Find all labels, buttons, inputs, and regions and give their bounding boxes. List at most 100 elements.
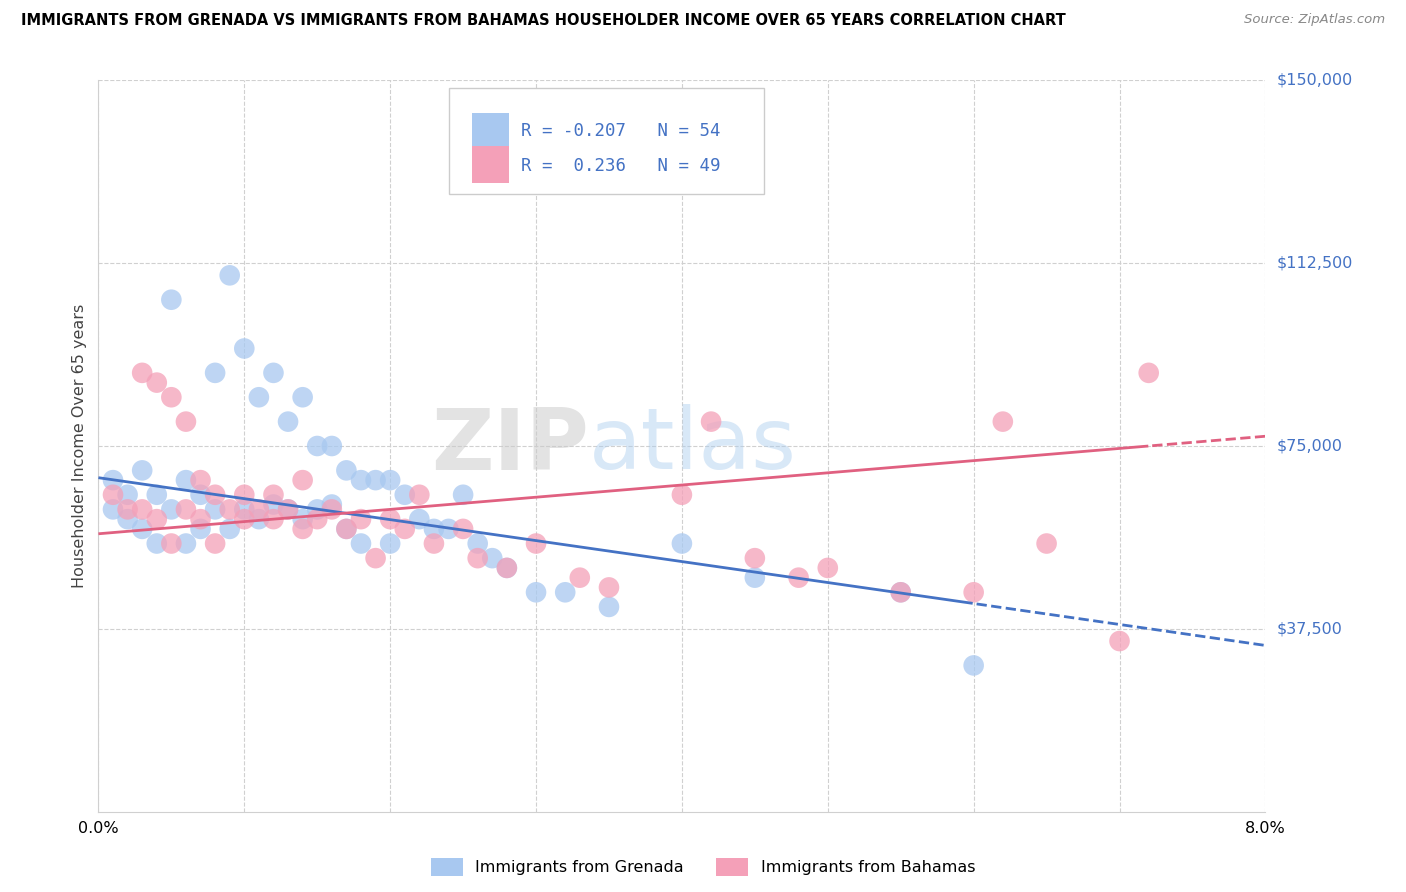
Point — [218, 268, 240, 283]
Text: R = -0.207   N = 54: R = -0.207 N = 54 — [520, 122, 720, 140]
Point — [247, 390, 270, 404]
Point — [233, 512, 256, 526]
Point — [190, 522, 212, 536]
Y-axis label: Householder Income Over 65 years: Householder Income Over 65 years — [72, 304, 87, 588]
FancyBboxPatch shape — [449, 87, 763, 194]
Point — [394, 522, 416, 536]
Point — [671, 536, 693, 550]
Point — [190, 473, 212, 487]
Point — [467, 551, 489, 566]
Point — [364, 473, 387, 487]
Point — [190, 512, 212, 526]
Point — [101, 473, 124, 487]
Point — [131, 522, 153, 536]
Point — [291, 522, 314, 536]
Point — [146, 536, 169, 550]
Point — [467, 536, 489, 550]
Point — [131, 502, 153, 516]
Point — [700, 415, 723, 429]
Point — [204, 502, 226, 516]
Point — [291, 512, 314, 526]
Legend: Immigrants from Grenada, Immigrants from Bahamas: Immigrants from Grenada, Immigrants from… — [423, 849, 983, 884]
Point — [1108, 634, 1130, 648]
Point — [451, 522, 474, 536]
Point — [380, 536, 402, 550]
Point — [321, 498, 343, 512]
Point — [394, 488, 416, 502]
Point — [890, 585, 912, 599]
Point — [962, 585, 984, 599]
Point — [218, 522, 240, 536]
Text: R =  0.236   N = 49: R = 0.236 N = 49 — [520, 157, 720, 175]
Point — [117, 502, 139, 516]
Text: $112,500: $112,500 — [1277, 256, 1353, 270]
Point — [233, 502, 256, 516]
Point — [291, 390, 314, 404]
Point — [524, 536, 547, 550]
Point — [335, 522, 357, 536]
Point — [117, 512, 139, 526]
Point — [423, 536, 446, 550]
Point — [101, 502, 124, 516]
Point — [146, 488, 169, 502]
Point — [160, 293, 183, 307]
Point — [174, 536, 197, 550]
Point — [247, 502, 270, 516]
Point — [174, 502, 197, 516]
Point — [160, 502, 183, 516]
Point — [335, 463, 357, 477]
Point — [277, 415, 299, 429]
Point — [146, 512, 169, 526]
Point — [598, 581, 620, 595]
Point — [437, 522, 460, 536]
Text: $75,000: $75,000 — [1277, 439, 1343, 453]
Point — [1137, 366, 1160, 380]
Point — [233, 342, 256, 356]
Point — [218, 502, 240, 516]
Point — [131, 463, 153, 477]
Point — [101, 488, 124, 502]
Point — [262, 512, 284, 526]
Text: IMMIGRANTS FROM GRENADA VS IMMIGRANTS FROM BAHAMAS HOUSEHOLDER INCOME OVER 65 YE: IMMIGRANTS FROM GRENADA VS IMMIGRANTS FR… — [21, 13, 1066, 29]
Point — [451, 488, 474, 502]
Point — [350, 536, 373, 550]
Point — [204, 366, 226, 380]
Point — [262, 488, 284, 502]
Point — [408, 488, 430, 502]
Point — [262, 366, 284, 380]
Point — [146, 376, 169, 390]
Point — [408, 512, 430, 526]
Point — [671, 488, 693, 502]
Point — [890, 585, 912, 599]
Point — [277, 502, 299, 516]
Point — [524, 585, 547, 599]
Point — [380, 473, 402, 487]
Point — [962, 658, 984, 673]
Point — [817, 561, 839, 575]
Point — [190, 488, 212, 502]
Point — [307, 439, 329, 453]
Point — [291, 473, 314, 487]
Point — [247, 512, 270, 526]
Point — [117, 488, 139, 502]
Point — [233, 488, 256, 502]
Point — [307, 512, 329, 526]
Point — [364, 551, 387, 566]
Point — [321, 439, 343, 453]
Point — [321, 502, 343, 516]
Point — [744, 551, 766, 566]
Point — [554, 585, 576, 599]
Text: atlas: atlas — [589, 404, 797, 488]
Point — [335, 522, 357, 536]
Text: ZIP: ZIP — [430, 404, 589, 488]
Point — [423, 522, 446, 536]
Point — [481, 551, 503, 566]
Point — [174, 473, 197, 487]
Point — [787, 571, 810, 585]
Point — [1035, 536, 1057, 550]
Point — [598, 599, 620, 614]
Point — [174, 415, 197, 429]
Text: $150,000: $150,000 — [1277, 73, 1353, 87]
Point — [204, 536, 226, 550]
Point — [131, 366, 153, 380]
